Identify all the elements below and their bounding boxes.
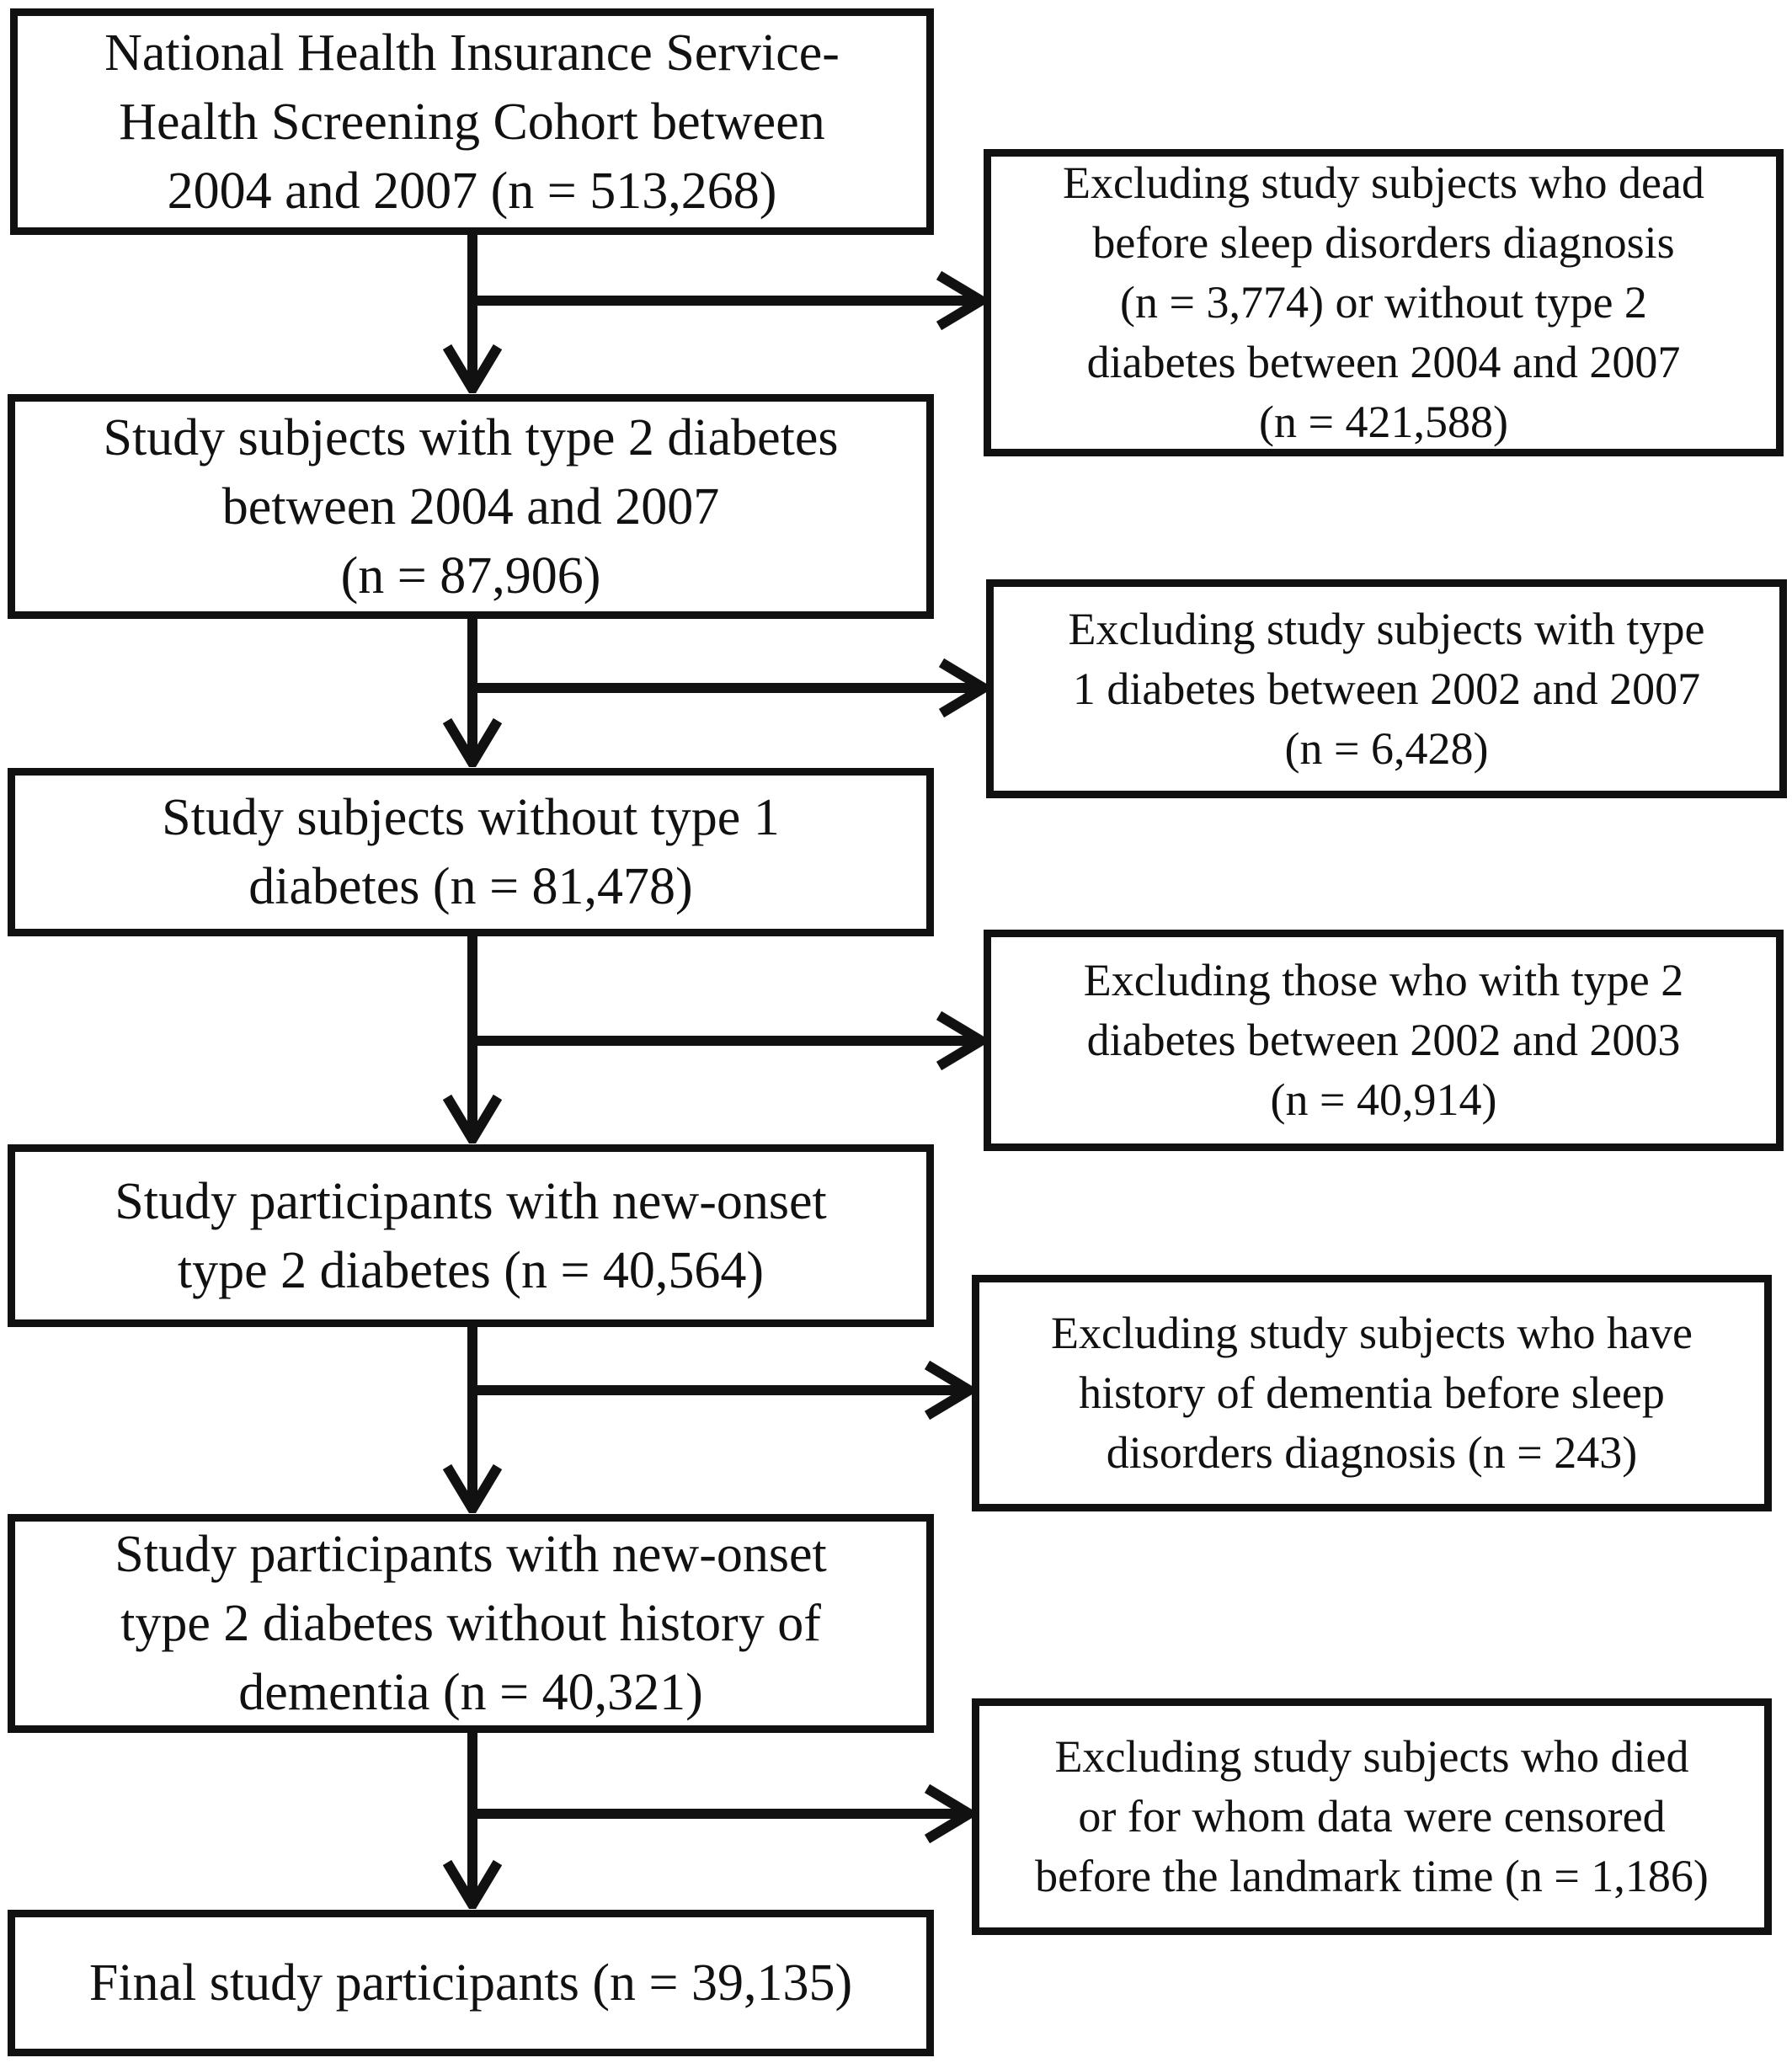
exclusion-box-2: Excluding study subjects with type 1 dia… bbox=[986, 579, 1787, 798]
without-type1-box-text: Study subjects without type 1 diabetes (… bbox=[162, 789, 780, 915]
exclusion-box-1-text: Excluding study subjects who dead before… bbox=[1063, 157, 1704, 447]
exclusion-box-3: Excluding those who with type 2 diabetes… bbox=[984, 930, 1784, 1151]
cohort-box-text: National Health Insurance Service- Healt… bbox=[104, 24, 840, 220]
final-participants-box: Final study participants (n = 39,135) bbox=[8, 1910, 934, 2056]
without-type1-box: Study subjects without type 1 diabetes (… bbox=[8, 768, 934, 936]
new-onset-box: Study participants with new-onset type 2… bbox=[8, 1144, 934, 1327]
type2-diabetes-box-text: Study subjects with type 2 diabetes betw… bbox=[103, 408, 839, 605]
final-participants-box-text: Final study participants (n = 39,135) bbox=[88, 1954, 853, 2012]
exclusion-box-4-text: Excluding study subjects who have histor… bbox=[1051, 1308, 1693, 1478]
exclusion-box-3-text: Excluding those who with type 2 diabetes… bbox=[1083, 955, 1684, 1125]
no-dementia-box-text: Study participants with new-onset type 2… bbox=[115, 1526, 827, 1721]
exclusion-box-4: Excluding study subjects who have histor… bbox=[972, 1275, 1772, 1511]
exclusion-box-5: Excluding study subjects who died or for… bbox=[972, 1698, 1772, 1935]
new-onset-box-text: Study participants with new-onset type 2… bbox=[115, 1172, 827, 1299]
exclusion-box-1: Excluding study subjects who dead before… bbox=[984, 149, 1784, 456]
exclusion-box-5-text: Excluding study subjects who died or for… bbox=[1035, 1731, 1709, 1901]
no-dementia-box: Study participants with new-onset type 2… bbox=[8, 1514, 934, 1733]
type2-diabetes-box: Study subjects with type 2 diabetes betw… bbox=[8, 394, 934, 619]
exclusion-box-2-text: Excluding study subjects with type 1 dia… bbox=[1068, 603, 1705, 774]
cohort-box: National Health Insurance Service- Healt… bbox=[10, 8, 934, 235]
